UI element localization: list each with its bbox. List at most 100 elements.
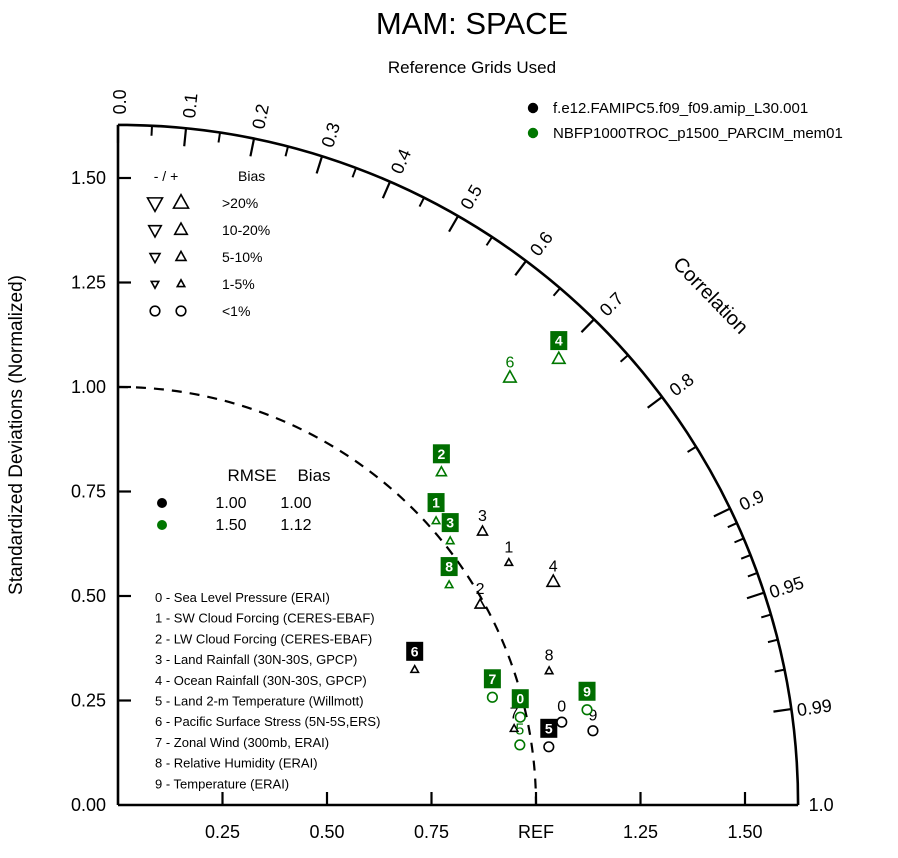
corr-major-tick [448,215,459,233]
point-label-box [511,689,529,709]
point-label: 9 [583,683,591,699]
y-axis-title: Standardized Deviations (Normalized) [6,275,27,595]
variable-list: 0 - Sea Level Pressure (ERAI) 1 - SW Clou… [155,590,380,791]
y-tick-label: 0.00 [71,795,106,815]
point-black-9: 9 [587,707,599,737]
point-marker-triangle [545,573,561,588]
corr-minor-tick [418,197,425,208]
series-legend-dot [527,127,539,139]
corr-major-tick [381,181,392,199]
corr-tick-label: 0.6 [526,228,557,260]
corr-minor-tick [734,537,745,544]
y-tick-label: 0.50 [71,586,106,606]
point-label: 0 [516,691,524,707]
bias-legend-label: >20% [222,195,258,211]
y-tick-label: 1.25 [71,273,106,293]
corr-minor-tick [150,125,154,136]
page-subtitle: Reference Grids Used [388,58,556,77]
corr-tick-label: 0.2 [248,102,273,131]
point-label: 8 [445,559,453,575]
point-label: 3 [478,508,487,525]
point-marker-triangle [435,465,448,477]
point-black-2: 2 [473,581,487,609]
point-black-1: 1 [503,539,514,567]
point-label: 7 [488,671,496,687]
corr-minor-tick [740,554,751,560]
point-label-box [540,718,558,738]
corr-tick-label: 0.95 [767,572,807,602]
variable-list-item: 6 - Pacific Surface Stress (5N-5S,ERS) [155,714,380,729]
point-label: 3 [446,515,454,531]
variable-list-item: 1 - SW Cloud Forcing (CERES-EBAF) [155,611,375,626]
point-label: 5 [545,720,553,736]
variable-list-item: 3 - Land Rainfall (30N-30S, GPCP) [155,652,357,667]
bias-legend-triangle-down [149,280,161,290]
point-label: 1 [504,539,513,556]
point-label: 0 [557,699,566,716]
bias-legend-circle-neg [149,305,161,317]
variable-list-item: 7 - Zonal Wind (300mb, ERAI) [155,735,329,750]
point-label-box [550,331,568,351]
stats-bias-value: 1.00 [280,495,311,512]
plot-frame [116,123,800,807]
variable-list-item: 0 - Sea Level Pressure (ERAI) [155,590,330,605]
corr-minor-tick [727,522,738,529]
point-green-7: 7 [483,669,501,703]
series-legend-dot [527,102,539,114]
x-tick-label: REF [518,822,554,842]
stats-col2-header: Bias [297,466,330,485]
point-green-1: 1 [427,493,445,525]
variable-list-item: 9 - Temperature (ERAI) [155,776,289,791]
bias-legend-triangle-up [175,278,187,288]
point-green-8: 8 [440,557,458,589]
bias-legend: - / + Bias >20% 10-20% 5-10% 1-5% <1% [146,168,270,319]
point-green-6: 6 [502,354,518,383]
y-tick-label: 1.50 [71,168,106,188]
point-label: 8 [545,648,554,665]
point-marker-triangle [473,597,487,609]
point-marker-triangle [508,722,520,733]
bias-legend-label: 10-20% [222,222,270,238]
corr-tick-label: 0.4 [387,146,415,177]
x-tick-label: 0.75 [414,822,449,842]
corr-major-tick [647,396,663,409]
point-marker-triangle [476,524,489,536]
point-marker-triangle [544,665,555,675]
corr-minor-tick [619,354,629,363]
bias-legend-label: <1% [222,303,250,319]
bias-legend-triangle-up [172,192,190,209]
corr-tick-label: 0.99 [796,695,834,720]
point-label: 2 [437,446,445,462]
point-label: 2 [476,581,485,598]
corr-minor-tick [485,236,493,246]
corr-tick-label: 0.8 [666,369,698,400]
point-label-box [432,444,450,464]
point-label-box [440,557,458,577]
point-label-box [427,493,445,513]
bias-legend-circle-pos [175,305,187,317]
corr-major-tick [746,591,765,600]
y-tick-label: 1.00 [71,377,106,397]
corr-minor-tick [552,287,561,297]
point-green-0: 0 [511,689,529,723]
x-tick-label: 0.50 [309,822,344,842]
corr-minor-tick [747,572,758,578]
corr-minor-tick [767,638,778,644]
correlation-ticks: 0.0 0.1 0.2 0.3 0.4 0.5 0.6 0.7 0.8 0.9 0.95 0.99 1.… [110,89,834,815]
point-green-2: 2 [432,444,450,477]
point-marker-triangle [430,515,442,525]
point-black-6: 6 [406,641,424,674]
corr-major-tick [315,155,324,174]
point-marker-circle [486,691,498,703]
point-label-box [483,669,501,689]
corr-tick-label: 0.5 [456,181,486,213]
point-label: 4 [555,333,563,349]
bias-legend-triangle-down [146,197,164,214]
corr-minor-tick [761,613,772,619]
point-marker-triangle [551,350,567,365]
point-label-box [406,641,424,661]
point-green-5: 5 [514,721,526,751]
corr-minor-tick [351,167,357,178]
stats-rmse-value: 1.50 [215,517,246,534]
